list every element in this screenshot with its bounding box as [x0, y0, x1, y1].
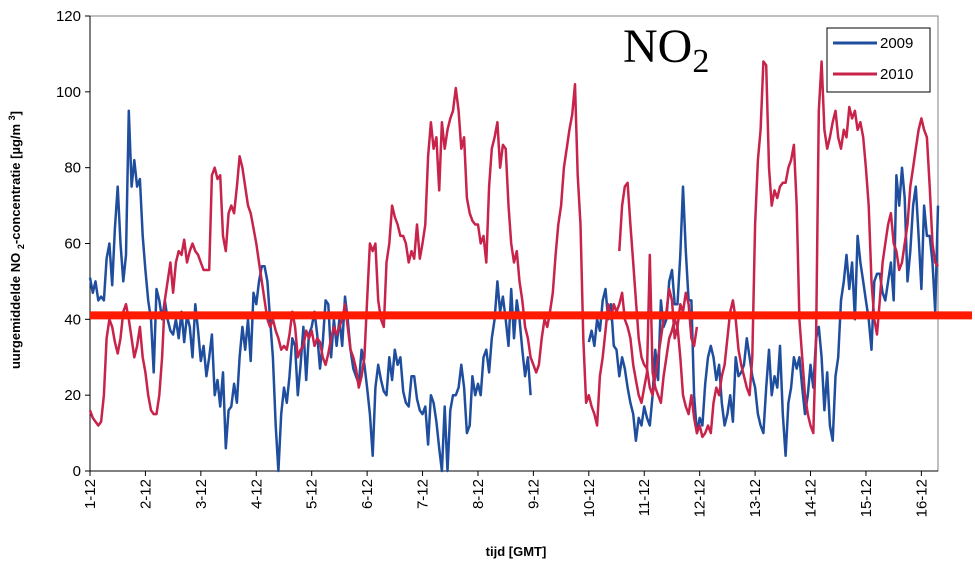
y-tick-label: 20 — [64, 387, 81, 404]
y-tick-label: 100 — [56, 84, 81, 101]
x-tick-label: 3-12 — [193, 479, 210, 509]
series-layer — [88, 60, 940, 473]
x-tick-label: 1-12 — [82, 479, 99, 509]
x-tick-label: 4-12 — [248, 479, 265, 509]
legend: 2009 2010 — [826, 27, 931, 93]
y-tick-label: 0 — [73, 463, 81, 480]
x-tick-label: 12-12 — [692, 479, 709, 517]
series-line-2010-3 — [618, 60, 940, 439]
x-tick-label: 8-12 — [470, 479, 487, 509]
legend-label-2009: 2009 — [880, 35, 913, 52]
x-tick-label: 11-12 — [636, 479, 653, 516]
x-tick-label: 13-12 — [747, 479, 764, 517]
x-tick-label: 6-12 — [359, 479, 376, 509]
y-axis: 0 20 40 60 80 100 120 — [56, 8, 91, 480]
x-axis-title: tijd [GMT] — [486, 544, 547, 559]
x-tick-label: 7-12 — [415, 479, 432, 509]
y-tick-label: 60 — [64, 236, 81, 253]
y-tick-label: 120 — [56, 8, 81, 25]
legend-box — [826, 27, 931, 93]
series-line-2010-2 — [88, 83, 699, 427]
y-tick-label: 40 — [64, 311, 81, 328]
x-tick-label: 16-12 — [913, 479, 930, 517]
x-tick-label: 5-12 — [304, 479, 321, 509]
chart-title: NO2 — [623, 20, 709, 80]
x-tick-label: 14-12 — [803, 479, 820, 517]
x-tick-label: 15-12 — [858, 479, 875, 517]
x-tick-label: 2-12 — [137, 479, 154, 509]
plot-area — [89, 15, 939, 472]
y-tick-label: 80 — [64, 160, 81, 177]
x-tick-label: 9-12 — [525, 479, 542, 509]
y-axis-title: uurgemiddelde NO 2-concentratie [µg/m 3] — [7, 111, 26, 369]
x-axis: 1-12 2-12 3-12 4-12 5-12 6-12 7-12 8-12 9-12 10-1… — [82, 470, 938, 517]
series-line-2009-1 — [587, 166, 940, 458]
legend-label-2010: 2010 — [880, 66, 913, 83]
x-tick-label: 10-12 — [581, 479, 598, 517]
